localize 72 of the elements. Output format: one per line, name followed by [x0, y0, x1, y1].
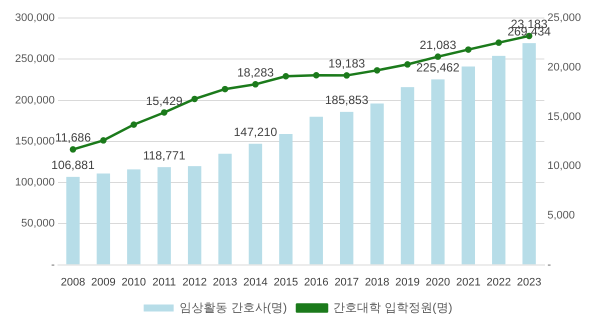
y2-tick-label: - — [547, 258, 552, 271]
point — [70, 146, 76, 153]
bar — [188, 166, 202, 264]
y2-tick-label: 10,000 — [547, 160, 582, 172]
y-tick-label: - — [51, 258, 56, 271]
point — [434, 53, 442, 60]
x-tick-label: 2015 — [274, 276, 298, 288]
y-tick-label: 200,000 — [14, 94, 55, 106]
data-label: 147,210 — [234, 125, 278, 140]
data-label: 106,881 — [51, 158, 95, 172]
bar — [158, 167, 171, 264]
bar — [431, 79, 445, 264]
legend-label: 임상활동 간호사(명) — [180, 300, 288, 314]
point — [495, 39, 502, 46]
x-tick-label: 2023 — [516, 276, 542, 288]
data-label: 11,686 — [55, 130, 92, 145]
x-tick-label: 2009 — [91, 276, 116, 288]
y-tick-label: 300,000 — [14, 12, 55, 24]
data-label: 15,429 — [146, 94, 183, 108]
data-label: 21,083 — [420, 38, 457, 52]
legend-label: 간호대학 입학정원(명) — [333, 300, 452, 314]
y-tick-label: 250,000 — [14, 53, 55, 66]
data-label: 185,853 — [324, 93, 369, 108]
x-tick-label: 2012 — [182, 276, 207, 288]
x-tick-label: 2018 — [364, 276, 390, 288]
bar — [522, 43, 536, 264]
bar — [462, 66, 476, 264]
x-tick-label: 2016 — [304, 276, 329, 288]
bar — [370, 104, 384, 264]
point — [343, 72, 350, 79]
y2-tick-label: 25,000 — [547, 12, 582, 24]
data-label: 19,183 — [328, 56, 366, 71]
point — [100, 137, 107, 144]
point — [222, 86, 228, 92]
y2-tick-label: 20,000 — [547, 61, 582, 74]
data-label: 18,283 — [237, 66, 274, 80]
bar — [492, 56, 506, 264]
y-tick-label: 150,000 — [14, 135, 55, 148]
y-tick-label: 50,000 — [21, 218, 55, 230]
bar — [218, 154, 232, 264]
bar — [66, 176, 80, 264]
point — [465, 46, 472, 53]
point — [404, 61, 411, 68]
bar — [400, 87, 414, 264]
x-tick-label: 2021 — [456, 276, 481, 288]
x-tick-label: 2020 — [426, 276, 450, 288]
point — [160, 109, 168, 116]
x-tick-label: 2022 — [486, 276, 511, 288]
point — [252, 81, 259, 88]
x-tick-label: 2008 — [60, 276, 86, 288]
x-tick-label: 2019 — [395, 276, 420, 288]
y2-tick-label: 15,000 — [547, 110, 582, 123]
bar — [310, 116, 323, 264]
bar — [248, 144, 262, 264]
point — [374, 67, 380, 74]
x-tick-label: 2013 — [212, 276, 238, 288]
bar — [127, 169, 140, 264]
x-tick-label: 2010 — [122, 276, 146, 288]
x-tick-label: 2014 — [243, 276, 268, 288]
x-tick-label: 2011 — [152, 276, 176, 288]
bar — [340, 112, 354, 264]
y2-tick-label: 5,000 — [547, 209, 575, 222]
bar — [96, 173, 110, 264]
data-label: 118,771 — [142, 148, 186, 162]
point — [282, 72, 290, 80]
bar — [279, 134, 293, 264]
point — [130, 121, 138, 128]
data-label: 225,462 — [416, 60, 460, 75]
y-tick-label: 100,000 — [14, 176, 55, 189]
point — [191, 96, 198, 102]
point — [313, 72, 320, 79]
x-tick-label: 2017 — [334, 276, 359, 288]
